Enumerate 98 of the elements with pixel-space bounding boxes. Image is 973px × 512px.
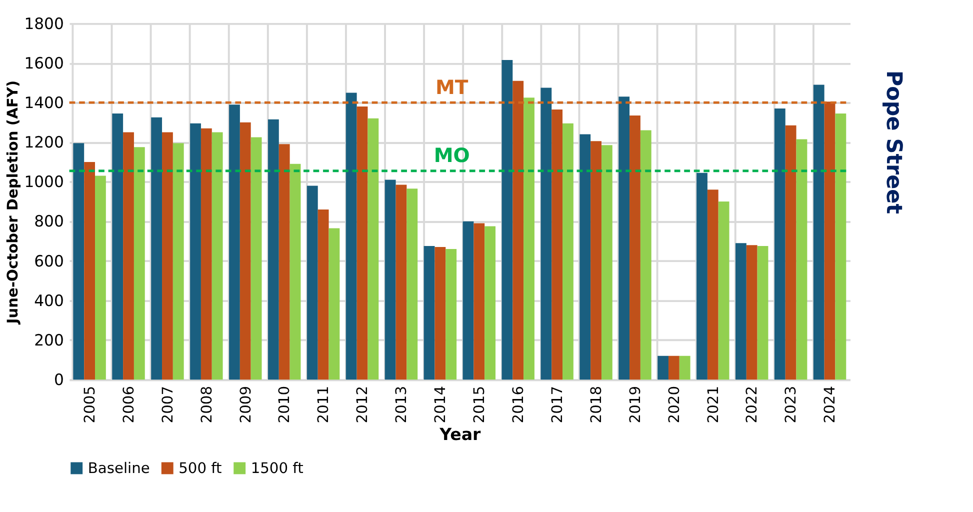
y-tick-label: 600 (34, 252, 64, 270)
x-axis-title: Year (438, 424, 482, 444)
bar (240, 122, 251, 380)
ref-line-label: MT (435, 76, 469, 99)
y-tick-label: 1800 (24, 14, 64, 33)
bar (707, 190, 718, 380)
bar (384, 180, 396, 380)
bar (462, 221, 474, 380)
x-tick-label: 2012 (354, 386, 372, 424)
y-tick-label: 1200 (24, 134, 64, 152)
bar (590, 141, 602, 380)
bar (328, 228, 340, 380)
bar (757, 246, 768, 380)
x-tick-label: 2021 (704, 386, 722, 424)
ref-line-label: MO (434, 144, 470, 168)
x-tick-label: 2015 (471, 386, 488, 424)
bar (640, 130, 652, 380)
y-tick-label: 200 (34, 331, 64, 350)
bar (813, 84, 824, 380)
bar (112, 113, 124, 380)
y-axis-title: June-October Depletion (AFY) (4, 80, 22, 325)
bar (200, 128, 212, 380)
x-tick-label: 2022 (744, 386, 761, 424)
bar (774, 108, 786, 380)
bar (151, 117, 162, 380)
bar (424, 246, 435, 380)
bar (229, 104, 240, 380)
x-tick-label: 2008 (198, 386, 216, 424)
x-tick-label: 2016 (510, 386, 527, 424)
x-tick-label: 2011 (315, 386, 332, 424)
x-tick-label: 2006 (120, 386, 138, 424)
bar (190, 123, 201, 380)
bar (735, 243, 746, 380)
bar (318, 209, 329, 380)
bar (123, 132, 134, 380)
bar (290, 164, 301, 380)
bar (502, 60, 513, 380)
bar (562, 123, 574, 380)
y-tick-label: 1400 (24, 94, 64, 112)
bar (406, 188, 418, 380)
y-tick-label: 1600 (24, 54, 64, 72)
bar (434, 247, 446, 380)
bar (268, 119, 279, 380)
bar (84, 162, 96, 380)
y-tick-label: 400 (34, 292, 64, 310)
bar (250, 137, 262, 380)
bar (824, 102, 836, 380)
x-tick-label: 2017 (548, 386, 566, 424)
bar (484, 226, 496, 380)
bar (346, 92, 357, 380)
bar (658, 356, 668, 380)
bar (306, 186, 318, 380)
x-tick-label: 2014 (432, 386, 450, 424)
bar (746, 245, 758, 380)
bar (95, 176, 106, 380)
bar (630, 115, 640, 380)
bar (134, 147, 145, 380)
bar (796, 139, 808, 380)
bar (368, 118, 379, 380)
bar (524, 98, 534, 380)
bar (396, 184, 407, 380)
text: Pope Street (881, 70, 906, 214)
bar (580, 134, 591, 380)
y-tick-label: 800 (34, 212, 64, 231)
x-tick-label: 2009 (237, 386, 254, 424)
legend-label: 1500 ft (250, 460, 304, 478)
x-tick-label: 2020 (666, 386, 683, 424)
bar (162, 132, 173, 380)
legend-label: 500 ft (178, 460, 222, 478)
x-tick-label: 2023 (782, 386, 800, 424)
x-tick-label: 2005 (81, 386, 98, 424)
bar (696, 172, 708, 380)
bar (718, 202, 730, 380)
x-tick-label: 2007 (159, 386, 176, 424)
bar (474, 223, 485, 380)
bar (785, 125, 796, 380)
bar (172, 143, 184, 380)
bar (278, 144, 290, 380)
bar (356, 106, 368, 380)
bar (212, 132, 223, 380)
bar (552, 110, 563, 380)
bar (601, 145, 612, 380)
x-tick-label: 2013 (393, 386, 410, 424)
bar (668, 356, 680, 380)
bar (540, 88, 552, 380)
bar (835, 113, 846, 380)
bar (618, 96, 630, 380)
x-tick-label: 2018 (588, 386, 605, 424)
y-tick-label: 1000 (24, 173, 64, 192)
bar (73, 143, 84, 380)
bar (512, 80, 524, 380)
y-tick-label: 0 (54, 371, 64, 390)
x-tick-label: 2019 (626, 386, 644, 424)
legend-label: Baseline (88, 460, 150, 478)
bar (446, 249, 457, 380)
x-tick-label: 2010 (276, 386, 294, 424)
x-tick-label: 2024 (822, 386, 839, 424)
bar (679, 356, 690, 380)
